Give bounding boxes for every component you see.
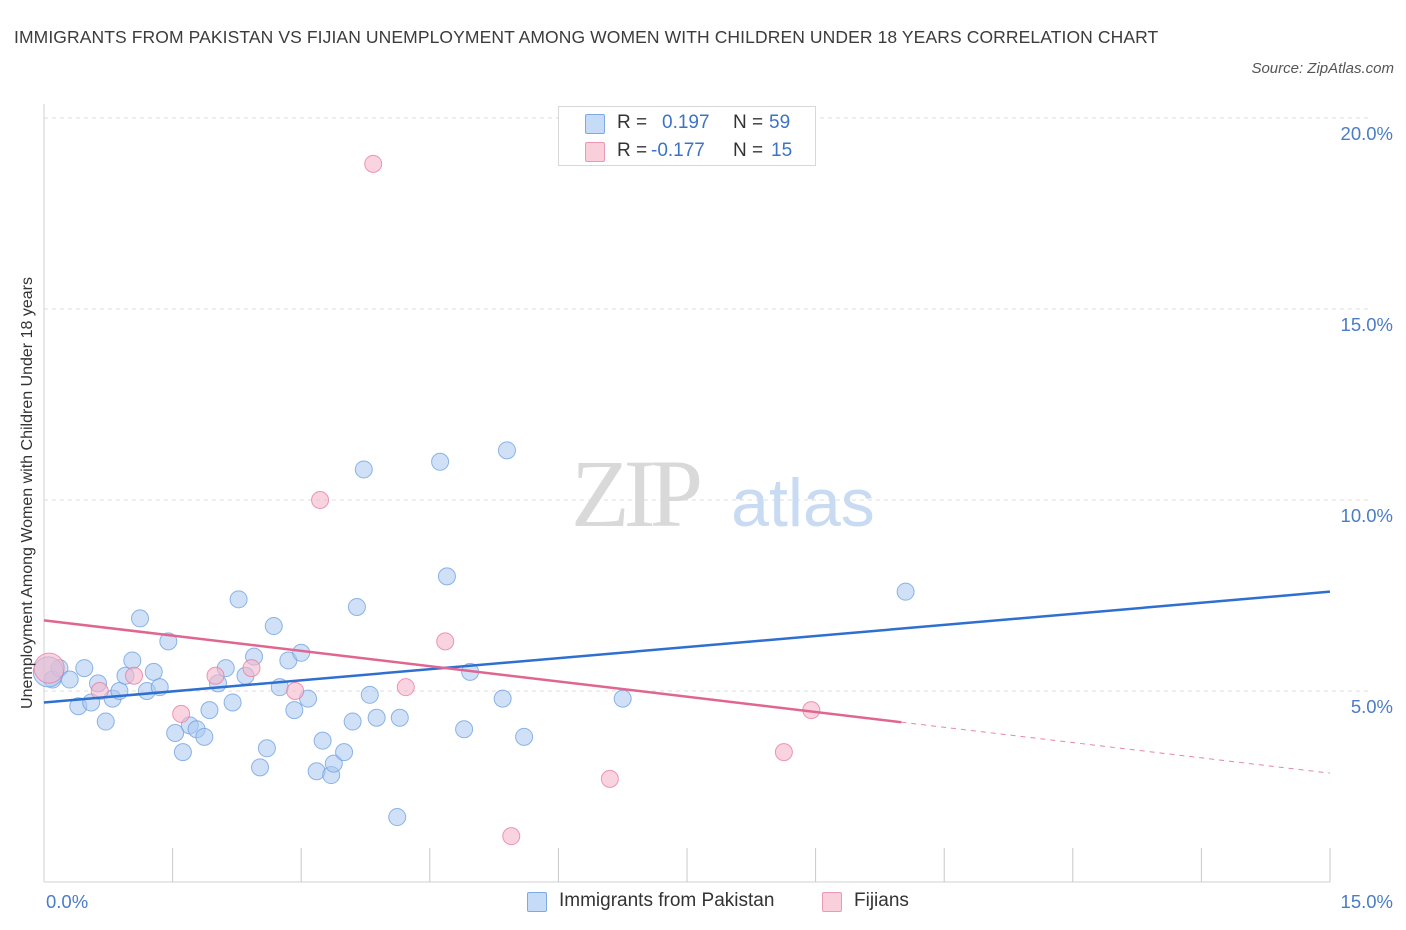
pakistan-point-44 (354, 460, 373, 479)
fijians-point-3 (172, 704, 191, 723)
legend-n-label: N = (733, 140, 764, 161)
tick-labels: 5.0% 10.0% 15.0% 20.0% 0.0% 15.0% (46, 123, 1393, 912)
fijians-point-5 (242, 659, 261, 678)
fijians-point-8 (364, 154, 383, 173)
legend-swatch-fijians (585, 142, 605, 162)
pakistan-point-30 (257, 739, 276, 758)
fijians-point-0 (33, 652, 65, 684)
pakistan-point-12 (131, 609, 150, 628)
legend-r-label: R = (617, 140, 648, 161)
pakistan-point-25 (223, 693, 242, 712)
pakistan-point-38 (313, 731, 332, 750)
fijians-point-6 (286, 682, 305, 700)
bottom-legend-swatch-pakistan (527, 892, 547, 912)
pakistan-point-7 (96, 712, 115, 731)
pakistan-point-51 (455, 720, 474, 739)
y-axis-label: Unemployment Among Women with Children U… (19, 277, 36, 709)
pakistan-point-16 (159, 632, 178, 651)
pakistan-point-57 (896, 582, 915, 601)
fijians-point-13 (774, 743, 793, 762)
pakistan-point-40 (324, 754, 343, 773)
watermark-atlas: atlas (731, 465, 875, 541)
pakistan-point-31 (264, 617, 283, 636)
pakistan-point-42 (343, 712, 362, 731)
trend-line-pakistan (43, 590, 1331, 704)
watermark-zip: ZIP (571, 440, 700, 547)
y-tick-label-2: 15.0% (1341, 314, 1393, 335)
pakistan-point-43 (347, 597, 366, 616)
fijians-point-9 (396, 678, 415, 697)
pakistan-point-34 (285, 701, 304, 720)
legend-swatch-pakistan (585, 114, 605, 134)
x-tick-label-1: 15.0% (1341, 891, 1393, 912)
pakistan-point-21 (195, 727, 214, 746)
series-fijians-points (33, 154, 821, 846)
pakistan-point-46 (367, 708, 386, 727)
pakistan-point-47 (388, 808, 407, 827)
y-tick-label-1: 10.0% (1341, 505, 1393, 526)
bottom-legend-label-fijians: Fijians (854, 890, 909, 911)
pakistan-point-50 (437, 567, 456, 586)
bottom-legend-swatch-fijians (822, 892, 842, 912)
fijians-point-2 (125, 666, 144, 685)
trend-line-fijians-extension (901, 721, 1331, 774)
trend-lines (43, 590, 1331, 774)
legend-n-value: 59 (769, 112, 791, 133)
pakistan-point-54 (497, 441, 516, 460)
fijians-point-1 (90, 682, 109, 700)
fijians-point-7 (311, 491, 330, 509)
pakistan-point-14 (144, 662, 163, 681)
fijians-point-10 (436, 632, 455, 651)
pakistan-point-53 (493, 689, 512, 708)
pakistan-point-26 (229, 590, 248, 609)
pakistan-point-18 (173, 743, 192, 762)
legend-r-value: -0.177 (651, 140, 705, 161)
chart-title: IMMIGRANTS FROM PAKISTAN VS FIJIAN UNEMP… (14, 27, 1159, 47)
fijians-point-11 (502, 827, 521, 846)
pakistan-point-49 (431, 452, 450, 471)
gridlines (44, 117, 1370, 692)
pakistan-point-4 (75, 659, 94, 678)
pakistan-point-17 (166, 724, 185, 743)
watermark: ZIP atlas (571, 440, 875, 547)
legend-r-value: 0.197 (662, 112, 710, 133)
trend-line-fijians (43, 619, 902, 724)
correlation-legend: R = 0.197 N = 59 R = -0.177 N = 15 (558, 106, 816, 166)
pakistan-point-55 (515, 727, 534, 746)
legend-n-label: N = (733, 112, 764, 133)
fijians-point-12 (600, 769, 619, 788)
pakistan-point-22 (200, 701, 219, 720)
x-tick-label-0: 0.0% (46, 891, 88, 912)
chart-source: Source: ZipAtlas.com (1251, 60, 1394, 77)
pakistan-point-48 (390, 708, 409, 727)
pakistan-point-2 (60, 670, 79, 689)
pakistan-point-29 (251, 758, 270, 777)
pakistan-point-41 (335, 743, 354, 762)
legend-n-value: 15 (771, 140, 793, 161)
pakistan-point-11 (123, 651, 142, 670)
y-tick-label-0: 5.0% (1351, 696, 1393, 717)
pakistan-point-56 (613, 689, 632, 708)
fijians-point-4 (206, 666, 225, 685)
legend-r-label: R = (617, 112, 648, 133)
pakistan-point-45 (360, 685, 379, 704)
y-tick-label-3: 20.0% (1341, 123, 1393, 144)
axes (43, 104, 1331, 883)
bottom-legend-label-pakistan: Immigrants from Pakistan (559, 890, 775, 911)
